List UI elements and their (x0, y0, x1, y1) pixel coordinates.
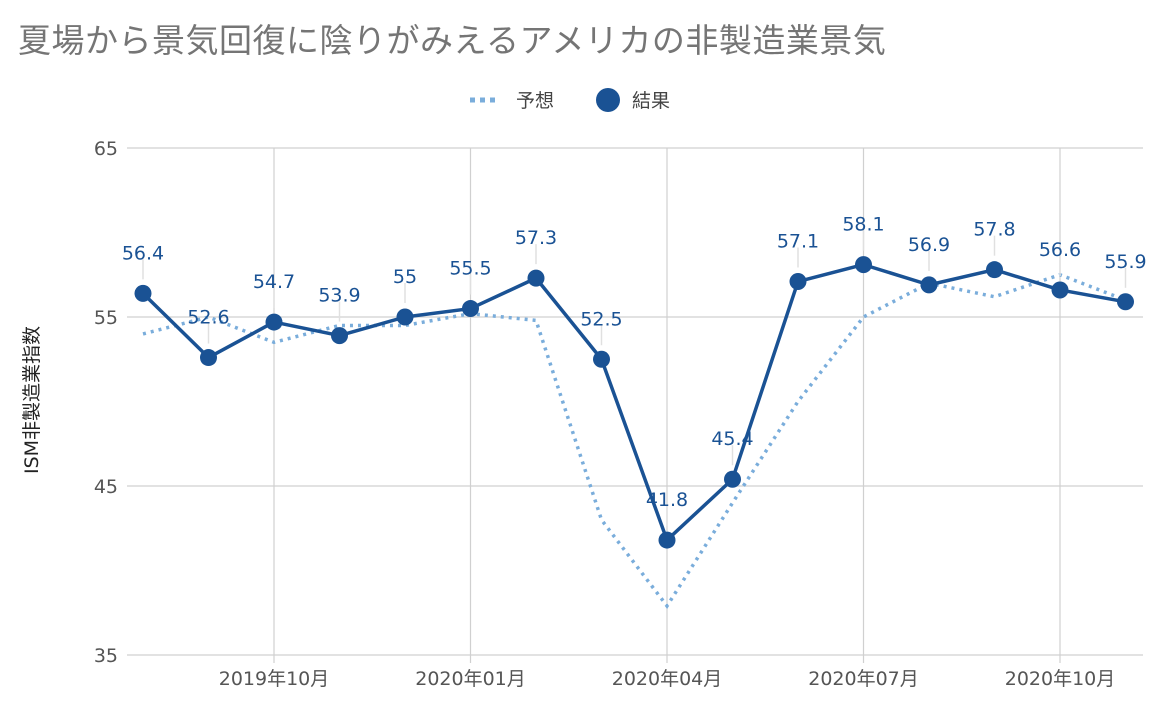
x-tick-label: 2020年04月 (612, 668, 723, 690)
data-label: 57.8 (973, 219, 1015, 241)
result-point (920, 276, 938, 294)
data-label: 55.5 (449, 258, 491, 280)
data-label: 57.3 (515, 227, 557, 249)
x-tick-label: 2019年10月 (219, 668, 330, 690)
series-group: 56.4 52.6 54.7 53.9 55 55.5 57.3 52.5 41.8 45.4 57… (122, 214, 1147, 610)
data-label: 56.4 (122, 242, 164, 264)
y-axis-ticks: 35 45 55 65 (94, 138, 118, 667)
y-tick-label: 65 (94, 138, 118, 160)
data-label: 58.1 (842, 214, 884, 236)
result-point (1051, 281, 1069, 299)
result-point (593, 350, 610, 368)
legend-dot-marker (596, 88, 620, 112)
data-label: 45.4 (711, 428, 753, 450)
data-label: 56.6 (1039, 239, 1081, 261)
result-point (855, 256, 872, 274)
result-point (462, 300, 479, 318)
result-point (396, 308, 414, 326)
legend-label-result: 結果 (632, 90, 670, 112)
x-tick-label: 2020年10月 (1005, 668, 1116, 690)
data-label: 52.5 (580, 308, 622, 330)
data-label: 52.6 (187, 307, 229, 329)
result-point (527, 269, 545, 287)
result-point (658, 531, 676, 549)
result-point (1117, 293, 1134, 311)
forecast-line (142, 272, 1127, 610)
y-tick-label: 45 (94, 476, 118, 498)
data-label: 54.7 (253, 271, 295, 293)
data-label: 55 (393, 266, 417, 288)
result-point (331, 327, 348, 345)
result-point (200, 349, 217, 367)
y-tick-label: 55 (94, 307, 118, 329)
data-label: 41.8 (646, 489, 688, 511)
data-label: 53.9 (318, 285, 360, 307)
legend: 予想 結果 (470, 88, 670, 112)
data-label: 56.9 (908, 234, 950, 256)
result-line (141, 262, 1126, 542)
data-label: 55.9 (1104, 251, 1146, 273)
data-label: 57.1 (777, 231, 819, 253)
chart-title: 夏場から景気回復に陰りがみえるアメリカの非製造業景気 (18, 21, 887, 60)
result-point (789, 273, 807, 291)
x-axis-ticks: 2019年10月 2020年01月 2020年04月 2020年07月 2020年10月 (219, 668, 1116, 690)
y-tick-label: 35 (94, 645, 118, 667)
legend-label-forecast: 予想 (516, 90, 554, 112)
result-point (986, 261, 1003, 279)
result-point (724, 470, 741, 488)
x-tick-label: 2020年07月 (808, 668, 919, 690)
x-tick-label: 2020年01月 (415, 668, 526, 690)
y-axis-label: ISM非製造業指数 (21, 326, 43, 474)
result-point (265, 313, 283, 331)
result-point (134, 284, 152, 302)
